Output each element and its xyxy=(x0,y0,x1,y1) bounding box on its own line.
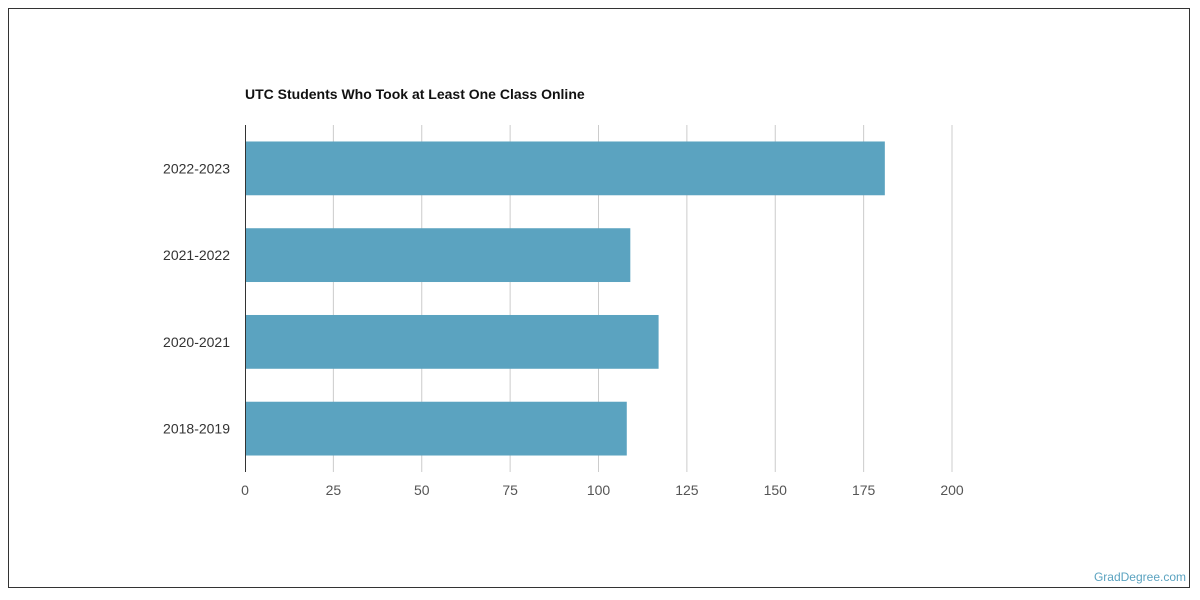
y-tick-labels: 2022-2023 2021-2022 2020-2021 2018-2019 xyxy=(163,160,230,436)
x-tick-label: 25 xyxy=(326,482,342,498)
bar[interactable] xyxy=(245,228,631,283)
bar[interactable] xyxy=(245,141,885,196)
x-tick-labels: 0 25 50 75 100 125 150 175 200 xyxy=(241,482,964,498)
x-tick-label: 100 xyxy=(587,482,611,498)
x-tick-label: 50 xyxy=(414,482,430,498)
y-tick-label: 2020-2021 xyxy=(163,334,230,350)
y-tick-label: 2018-2019 xyxy=(163,421,230,437)
x-tick-label: 175 xyxy=(852,482,876,498)
x-tick-label: 125 xyxy=(675,482,699,498)
watermark-link[interactable]: GradDegree.com xyxy=(1093,570,1186,584)
x-tick-label: 0 xyxy=(241,482,249,498)
chart-title: UTC Students Who Took at Least One Class… xyxy=(245,86,585,102)
x-tick-label: 200 xyxy=(940,482,964,498)
x-tick-label: 150 xyxy=(764,482,788,498)
bar[interactable] xyxy=(245,314,659,369)
bars xyxy=(245,141,885,456)
y-tick-label: 2021-2022 xyxy=(163,247,230,263)
x-tick-label: 75 xyxy=(502,482,518,498)
y-tick-label: 2022-2023 xyxy=(163,160,230,176)
bar[interactable] xyxy=(245,401,627,456)
